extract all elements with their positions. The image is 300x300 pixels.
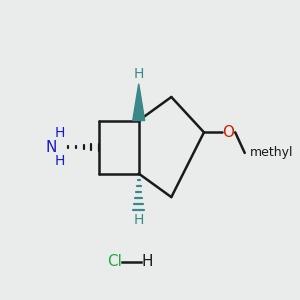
Polygon shape [133,84,145,121]
Text: H: H [134,68,144,81]
Text: O: O [222,125,234,140]
Text: Cl: Cl [107,254,122,269]
Text: H: H [134,213,144,227]
Text: methyl: methyl [250,146,294,159]
Text: H: H [55,126,65,140]
Text: N: N [46,140,57,154]
Text: H: H [141,254,153,269]
Text: H: H [55,154,65,168]
